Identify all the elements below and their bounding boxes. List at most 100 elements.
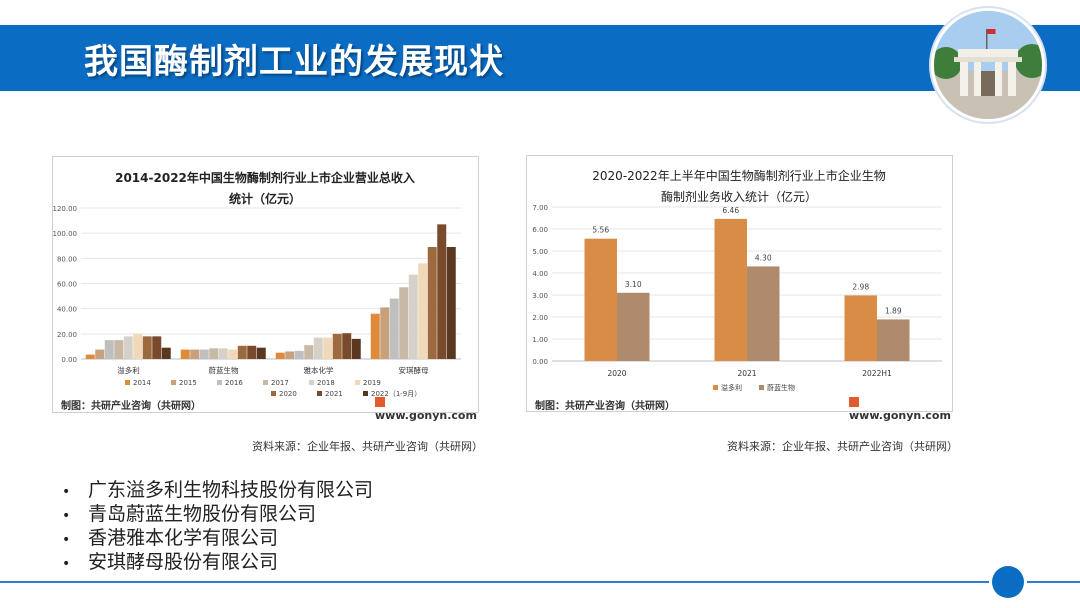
legend-label: 蔚蓝生物: [767, 383, 795, 392]
legend-swatch: [125, 380, 130, 385]
legend-label: 2018: [317, 379, 335, 387]
list-item: • 安琪酵母股份有限公司: [62, 550, 373, 574]
chart-bar: [162, 348, 171, 359]
chart-bar: [409, 275, 418, 359]
chart-bar: [228, 350, 237, 359]
category-label: 2020: [607, 369, 626, 378]
page-title: 我国酶制剂工业的发展现状: [84, 34, 504, 83]
y-tick-label: 7.00: [532, 204, 548, 212]
y-tick-label: 80.00: [57, 255, 77, 263]
chart-bar: [219, 348, 228, 359]
chart-credit: 制图：共研产业咨询（共研网）: [535, 397, 675, 412]
bullet-marker: •: [62, 552, 88, 576]
chart-title: 酶制剂业务收入统计（亿元）: [661, 189, 817, 204]
y-tick-label: 2.00: [532, 314, 548, 322]
y-tick-label: 40.00: [57, 306, 77, 314]
chart-bar: [257, 348, 266, 359]
category-label: 蔚蓝生物: [209, 365, 239, 375]
chart-bar: [304, 345, 313, 359]
chart-bar: [371, 314, 380, 359]
y-tick-label: 1.00: [532, 336, 548, 344]
y-tick-label: 100.00: [53, 230, 77, 238]
y-tick-label: 20.00: [57, 331, 77, 339]
legend-swatch: [355, 380, 360, 385]
chart-bar: [585, 239, 618, 361]
legend-swatch: [363, 391, 368, 396]
chart-bar: [390, 299, 399, 359]
data-label: 1.89: [885, 306, 902, 315]
chart-bar: [352, 339, 361, 359]
chart-bar: [437, 224, 446, 359]
chart-title: 2014-2022年中国生物酶制剂行业上市企业营业总收入: [115, 170, 415, 185]
chart-bar: [333, 334, 342, 359]
legend-swatch: [271, 391, 276, 396]
chart-bar: [238, 346, 247, 359]
gonyn-logo-icon: [375, 397, 385, 407]
data-label: 5.56: [592, 226, 609, 235]
chart-bar: [295, 351, 304, 359]
y-tick-label: 60.00: [57, 281, 77, 289]
legend-label: 溢多利: [721, 383, 742, 392]
category-label: 2021: [737, 369, 756, 378]
legend-label: 2014: [133, 379, 151, 387]
revenue-chart-panel: 2014-2022年中国生物酶制剂行业上市企业营业总收入 统计（亿元） 0.00 20…: [52, 156, 479, 413]
chart-bar: [181, 350, 190, 359]
chart-title: 统计（亿元）: [229, 191, 301, 206]
chart-bar: [323, 338, 332, 359]
chart-website: www.gonyn.com: [375, 396, 478, 422]
chart-bar: [114, 340, 123, 359]
chart-bar: [617, 293, 650, 361]
chart-title: 2020-2022年上半年中国生物酶制剂行业上市企业生物: [592, 168, 885, 183]
y-tick-label: 0.00: [532, 358, 548, 366]
category-label: 雅本化学: [304, 365, 334, 375]
data-label: 6.46: [722, 206, 739, 215]
business-revenue-chart: 2020-2022年上半年中国生物酶制剂行业上市企业生物酶制剂业务收入统计（亿元…: [527, 156, 952, 411]
legend-label: 2020: [279, 390, 297, 398]
legend-swatch: [171, 380, 176, 385]
data-label: 3.10: [625, 280, 642, 289]
chart-credit: 制图：共研产业咨询（共研网）: [61, 397, 201, 412]
chart-bar: [285, 351, 294, 359]
chart-bar: [95, 350, 104, 359]
bullet-marker: •: [62, 480, 88, 504]
chart-bar: [247, 346, 256, 359]
legend-label: 2017: [271, 379, 289, 387]
chart-bar: [209, 348, 218, 359]
bullet-marker: •: [62, 504, 88, 528]
chart-bar: [399, 287, 408, 359]
chart-bar: [105, 340, 114, 359]
footer-line: [0, 581, 1080, 583]
y-tick-label: 3.00: [532, 292, 548, 300]
list-item: • 香港雅本化学有限公司: [62, 526, 373, 550]
category-label: 安琪酵母: [399, 365, 429, 375]
gonyn-logo-icon: [849, 397, 859, 407]
footer-dot: [992, 566, 1024, 598]
legend-swatch: [759, 385, 764, 390]
chart-bar: [133, 334, 142, 359]
business-revenue-chart-panel: 2020-2022年上半年中国生物酶制剂行业上市企业生物 酶制剂业务收入统计（亿元…: [526, 155, 953, 412]
bullet-marker: •: [62, 528, 88, 552]
chart-bar: [86, 355, 95, 359]
chart-website: www.gonyn.com: [849, 396, 952, 422]
list-item: • 广东溢多利生物科技股份有限公司: [62, 478, 373, 502]
chart-bar: [428, 247, 437, 359]
data-label: 4.30: [755, 253, 772, 262]
chart-bar: [200, 350, 209, 359]
legend-swatch: [713, 385, 718, 390]
chart-bar: [418, 263, 427, 359]
chart-bar: [845, 295, 878, 361]
category-label: 2022H1: [862, 369, 892, 378]
source-note: 资料来源：企业年报、共研产业咨询（共研网）: [727, 438, 958, 454]
legend-label: 2016: [225, 379, 243, 387]
y-tick-label: 0.00: [61, 356, 77, 364]
legend-label: 2019: [363, 379, 381, 387]
chart-bar: [380, 307, 389, 359]
legend-swatch: [309, 380, 314, 385]
category-label: 溢多利: [117, 365, 140, 375]
legend-swatch: [317, 391, 322, 396]
chart-bar: [877, 319, 910, 361]
legend-swatch: [263, 380, 268, 385]
list-item: • 青岛蔚蓝生物股份有限公司: [62, 502, 373, 526]
company-list: • 广东溢多利生物科技股份有限公司 • 青岛蔚蓝生物股份有限公司 • 香港雅本化学有限…: [62, 478, 373, 574]
